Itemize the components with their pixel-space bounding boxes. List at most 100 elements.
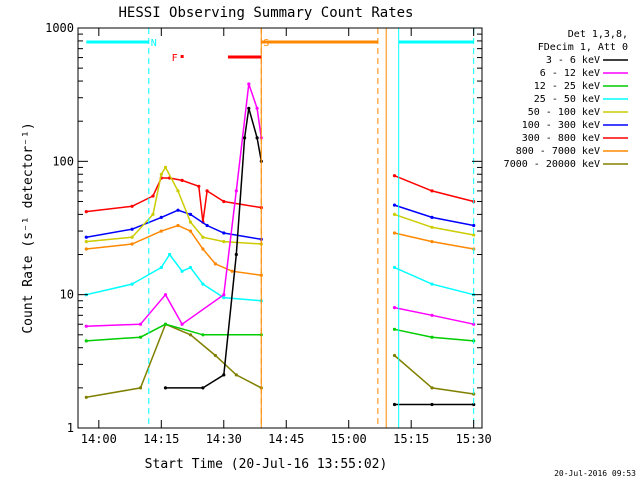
- series-4-point-8: [222, 296, 226, 300]
- series-1-point-2: [201, 386, 205, 390]
- legend: Det 1,3,8, FDecim 1, Att 0 3 - 6 keV 6 - 12…: [504, 29, 628, 170]
- x-tick-label-3: 14:30: [206, 432, 242, 446]
- legend-label-5: 50 - 100 keV: [528, 107, 600, 118]
- y-tick-label-1: 1: [67, 421, 74, 435]
- x-tick-label-1: 14:00: [81, 432, 117, 446]
- series-1-point-5: [243, 136, 247, 140]
- series-7-point-7: [197, 184, 201, 188]
- series-5-point-2: [130, 235, 134, 239]
- series-1-point-1: [163, 386, 168, 390]
- series-8-point-1: [84, 247, 88, 251]
- series-6-point-5: [188, 212, 193, 216]
- y-axis-label: Count Rate (s⁻¹ detector⁻¹): [21, 122, 36, 333]
- series-3-point-3: [163, 322, 168, 326]
- series-2-point-10: [392, 306, 397, 310]
- series-8-point-7: [213, 262, 217, 266]
- series-6-point-6: [205, 223, 209, 228]
- series-2-point-11: [430, 313, 434, 317]
- series-7-point-13: [430, 189, 434, 193]
- x-tick-label-4: 14:45: [268, 432, 304, 446]
- series-line-9-seg-2: [394, 354, 474, 395]
- series-8-point-5: [188, 229, 193, 233]
- y-tick-label-4: 1000: [45, 21, 74, 35]
- series-8-point-3: [159, 229, 163, 233]
- legend-label-4: 25 - 50 keV: [534, 94, 600, 105]
- series-line-6-seg-1: [86, 209, 262, 241]
- plot-frame: [77, 27, 483, 429]
- legend-header-1: Det 1,3,8,: [568, 29, 628, 40]
- series-8-point-2: [130, 242, 134, 246]
- series-7-point-3: [151, 194, 155, 198]
- series-9-point-9: [430, 386, 434, 390]
- series-5-point-5: [163, 165, 168, 169]
- annotation-marker-2: [180, 55, 184, 58]
- series-line-2-seg-2: [394, 306, 474, 325]
- series-8-point-11: [430, 240, 434, 244]
- series-6-point-11: [472, 223, 476, 228]
- series-7-point-12: [392, 174, 397, 178]
- series-2-point-7: [247, 82, 251, 86]
- x-tick-label-5: 15:00: [331, 432, 367, 446]
- series-5-point-6: [176, 189, 180, 193]
- series-4-point-11: [430, 282, 434, 286]
- series-line-3-seg-1: [86, 323, 262, 342]
- series-7-point-6: [180, 178, 184, 182]
- series-4-point-6: [188, 265, 193, 270]
- plot-area: NFS: [84, 28, 476, 428]
- series-line-3-seg-2: [394, 328, 474, 342]
- series-7-point-10: [222, 199, 226, 204]
- series-3-point-4: [201, 333, 205, 337]
- annotation-label-2: F: [172, 53, 178, 64]
- series-2-point-3: [163, 293, 168, 297]
- series-2-point-1: [84, 324, 88, 328]
- series-line-4-seg-2: [394, 266, 474, 296]
- series-1-point-4: [234, 252, 238, 257]
- series-3-point-6: [392, 327, 397, 331]
- series-line-2-seg-1: [86, 83, 263, 327]
- series-5-point-4: [159, 172, 163, 176]
- series-5-point-11: [392, 212, 397, 216]
- legend-label-8: 800 - 7000 keV: [516, 146, 600, 157]
- series-1-point-11: [472, 402, 476, 407]
- series-9-point-5: [213, 353, 217, 358]
- series-2-point-4: [180, 322, 184, 326]
- series-9-point-2: [138, 386, 143, 390]
- series-1-point-7: [255, 136, 259, 140]
- y-tick-label-3: 100: [52, 154, 74, 168]
- series-8-point-10: [392, 231, 397, 235]
- series-4-point-2: [130, 282, 134, 286]
- series-3-point-7: [430, 335, 434, 339]
- series-5-point-13: [472, 233, 476, 237]
- series-6-point-9: [392, 203, 397, 207]
- series-4-point-4: [168, 252, 172, 257]
- series-5-point-8: [201, 235, 205, 239]
- series-9-point-1: [84, 395, 88, 399]
- series-9-point-6: [234, 373, 238, 377]
- legend-label-7: 300 - 800 keV: [522, 133, 600, 144]
- legend-header-2: FDecim 1, Att 0: [538, 42, 628, 53]
- footer-timestamp: 20-Jul-2016 09:53: [554, 469, 636, 478]
- series-8-point-8: [230, 269, 234, 273]
- series-line-5-seg-1: [86, 165, 262, 245]
- series-9-point-4: [188, 333, 193, 337]
- series-2-point-2: [138, 322, 143, 326]
- series-6-point-1: [84, 235, 88, 239]
- x-tick-label-6: 15:15: [393, 432, 429, 446]
- legend-label-6: 100 - 300 keV: [522, 120, 600, 131]
- series-1-point-10: [430, 402, 434, 407]
- series-4-point-5: [180, 269, 184, 273]
- series-2-point-8: [255, 106, 259, 110]
- series-4-point-10: [392, 265, 397, 270]
- x-tick-label-2: 14:15: [143, 432, 179, 446]
- series-9-point-8: [392, 353, 397, 358]
- series-line-8-seg-2: [394, 232, 474, 250]
- series-1-point-6: [247, 106, 251, 110]
- annotation-label-1: N: [151, 38, 157, 49]
- series-3-point-2: [138, 335, 143, 339]
- series-line-7-seg-2: [394, 175, 474, 203]
- series-1-point-9: [392, 402, 397, 407]
- x-axis-label: Start Time (20-Jul-16 13:55:02): [145, 457, 388, 472]
- series-5-point-12: [430, 225, 434, 229]
- series-5-point-9: [222, 240, 226, 244]
